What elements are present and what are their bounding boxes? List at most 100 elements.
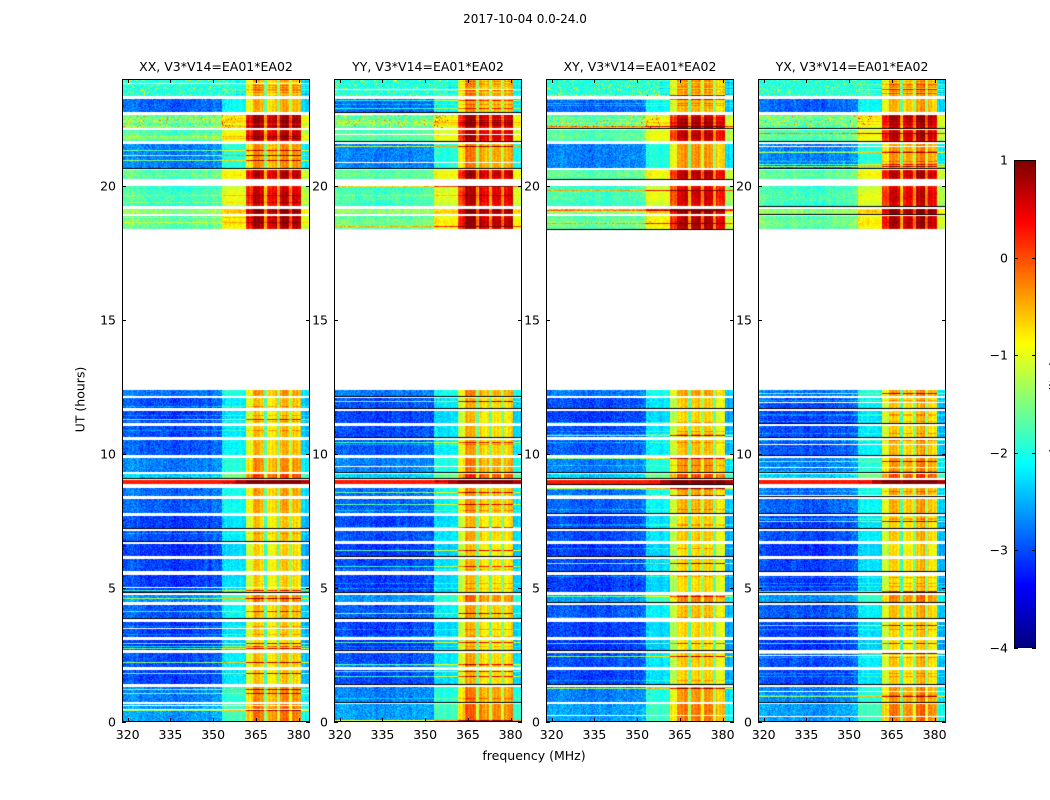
axes-frame-yy <box>334 79 522 722</box>
y-tick-label: 15 <box>736 312 752 328</box>
y-tick-mark-right <box>942 320 946 322</box>
waterfall-image-yy <box>335 80 521 721</box>
x-tick-mark-top <box>255 79 257 83</box>
x-tick-mark-top <box>722 79 724 83</box>
x-tick-mark <box>679 718 681 722</box>
x-tick-mark-top <box>510 79 512 83</box>
colorbar-tick-label: −4 <box>989 640 1008 656</box>
y-tick-mark <box>334 186 338 188</box>
x-tick-mark-top <box>679 79 681 83</box>
x-tick-mark <box>255 718 257 722</box>
y-tick-label: 5 <box>320 580 328 596</box>
x-tick-mark <box>298 718 300 722</box>
x-tick-label: 335 <box>158 727 183 742</box>
colorbar-tick-mark <box>1014 355 1018 357</box>
y-tick-label: 20 <box>736 178 752 194</box>
y-tick-mark-right <box>306 454 310 456</box>
y-tick-mark <box>122 454 126 456</box>
x-tick-mark <box>637 718 639 722</box>
y-tick-mark-right <box>730 722 734 723</box>
panel-yy[interactable]: YY, V3*V14=EA01*EA02 <box>334 59 522 723</box>
x-tick-label: 380 <box>922 727 947 742</box>
y-tick-label: 5 <box>532 580 540 596</box>
y-tick-mark <box>334 588 338 590</box>
x-tick-label: 350 <box>201 727 226 742</box>
x-tick-label: 380 <box>710 727 735 742</box>
y-tick-mark <box>122 722 126 723</box>
x-tick-mark <box>382 718 384 722</box>
y-tick-mark-right <box>518 454 522 456</box>
x-tick-mark <box>934 718 936 722</box>
y-tick-label: 0 <box>744 714 752 730</box>
x-tick-label: 335 <box>582 727 607 742</box>
y-tick-label: 5 <box>744 580 752 596</box>
y-tick-label: 20 <box>312 178 328 194</box>
y-tick-label: 20 <box>100 178 116 194</box>
x-tick-label: 350 <box>837 727 862 742</box>
waterfall-image-yx <box>759 80 945 721</box>
y-tick-mark-right <box>942 186 946 188</box>
x-tick-mark-top <box>298 79 300 83</box>
y-tick-mark-right <box>518 186 522 188</box>
y-tick-mark <box>546 454 550 456</box>
x-tick-mark <box>339 718 341 722</box>
y-tick-mark-right <box>518 588 522 590</box>
x-tick-mark-top <box>934 79 936 83</box>
x-tick-mark-top <box>551 79 553 83</box>
panel-xx[interactable]: XX, V3*V14=EA01*EA02 <box>122 59 310 723</box>
x-tick-label: 320 <box>539 727 564 742</box>
x-tick-label: 365 <box>667 727 692 742</box>
x-tick-mark-top <box>382 79 384 83</box>
x-tick-mark <box>806 718 808 722</box>
colorbar[interactable] <box>1014 160 1036 648</box>
colorbar-tick-label: −3 <box>989 542 1008 558</box>
y-tick-mark-right <box>730 588 734 590</box>
y-tick-mark-right <box>730 186 734 188</box>
y-tick-label: 15 <box>312 312 328 328</box>
y-tick-mark <box>546 722 550 723</box>
colorbar-tick-mark <box>1014 452 1018 454</box>
x-tick-label: 335 <box>794 727 819 742</box>
y-tick-mark-right <box>518 722 522 723</box>
colorbar-tick-mark <box>1014 257 1018 259</box>
y-tick-mark-right <box>306 186 310 188</box>
y-tick-label: 5 <box>108 580 116 596</box>
x-tick-label: 320 <box>751 727 776 742</box>
y-tick-mark <box>546 186 550 188</box>
x-tick-mark-top <box>127 79 129 83</box>
y-tick-mark <box>758 186 762 188</box>
x-tick-mark-top <box>425 79 427 83</box>
panel-title-yy: YY, V3*V14=EA01*EA02 <box>352 59 504 74</box>
panel-yx[interactable]: YX, V3*V14=EA01*EA02 <box>758 59 946 723</box>
colorbar-label: log10 amplitude <box>1046 354 1050 453</box>
x-tick-mark-top <box>213 79 215 83</box>
y-tick-mark <box>122 320 126 322</box>
colorbar-gradient <box>1014 160 1036 648</box>
colorbar-canvas <box>1015 161 1035 647</box>
x-tick-label: 320 <box>115 727 140 742</box>
waterfall-image-xx <box>123 80 309 721</box>
x-tick-mark <box>213 718 215 722</box>
y-tick-label: 20 <box>524 178 540 194</box>
x-tick-mark-top <box>170 79 172 83</box>
x-tick-label: 380 <box>498 727 523 742</box>
y-tick-mark <box>758 454 762 456</box>
y-tick-mark-right <box>942 722 946 723</box>
x-tick-mark <box>425 718 427 722</box>
y-tick-label: 15 <box>100 312 116 328</box>
x-tick-mark-top <box>594 79 596 83</box>
x-tick-mark <box>510 718 512 722</box>
x-tick-mark-top <box>339 79 341 83</box>
y-tick-mark <box>334 454 338 456</box>
panel-title-xx: XX, V3*V14=EA01*EA02 <box>139 59 293 74</box>
y-tick-mark-right <box>306 722 310 723</box>
x-tick-label: 365 <box>243 727 268 742</box>
x-tick-label: 335 <box>370 727 395 742</box>
x-tick-mark-top <box>849 79 851 83</box>
x-tick-mark <box>170 718 172 722</box>
x-tick-mark-top <box>467 79 469 83</box>
x-tick-mark-top <box>891 79 893 83</box>
y-tick-mark-right <box>942 588 946 590</box>
panel-xy[interactable]: XY, V3*V14=EA01*EA02 <box>546 59 734 723</box>
